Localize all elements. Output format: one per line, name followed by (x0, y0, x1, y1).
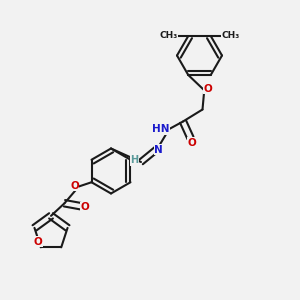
Text: HN: HN (152, 124, 170, 134)
Text: O: O (70, 181, 79, 190)
Text: H: H (130, 155, 139, 165)
Text: O: O (33, 237, 42, 247)
Text: CH₃: CH₃ (160, 31, 178, 40)
Text: O: O (188, 137, 196, 148)
Text: CH₃: CH₃ (221, 31, 239, 40)
Text: N: N (154, 145, 163, 155)
Text: O: O (80, 202, 89, 212)
Text: O: O (203, 84, 212, 94)
